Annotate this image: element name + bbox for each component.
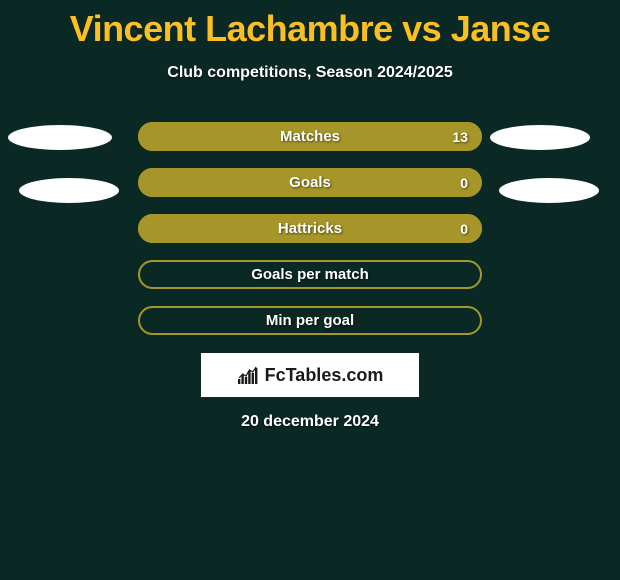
season-subtitle: Club competitions, Season 2024/2025 — [0, 64, 620, 82]
stat-bar-label: Goals per match — [251, 266, 369, 283]
stat-bar: Goals 0 — [138, 168, 482, 197]
stat-bar: Matches 13 — [138, 122, 482, 151]
bar-chart-icon — [237, 366, 259, 384]
stat-bar-label: Goals — [289, 174, 331, 191]
page-title: Vincent Lachambre vs Janse — [0, 0, 620, 50]
stat-bar-label: Min per goal — [266, 312, 354, 329]
date-text: 20 december 2024 — [0, 413, 620, 431]
stat-bar: Min per goal — [138, 306, 482, 335]
stat-bar-label: Matches — [280, 128, 340, 145]
logo-brand-text: FcTables.com — [265, 365, 384, 386]
decor-oval — [490, 125, 590, 150]
decor-oval — [8, 125, 112, 150]
stat-bar-value: 13 — [452, 129, 468, 145]
decor-oval — [19, 178, 119, 203]
decor-oval — [499, 178, 599, 203]
logo: FcTables.com — [237, 365, 384, 386]
stat-bar-value: 0 — [460, 221, 468, 237]
stat-bar: Hattricks 0 — [138, 214, 482, 243]
stat-bar-label: Hattricks — [278, 220, 342, 237]
stat-bar-value: 0 — [460, 175, 468, 191]
logo-box: FcTables.com — [201, 353, 419, 397]
stats-bars: Matches 13 Goals 0 Hattricks 0 Goals per match… — [138, 122, 482, 335]
stat-bar: Goals per match — [138, 260, 482, 289]
